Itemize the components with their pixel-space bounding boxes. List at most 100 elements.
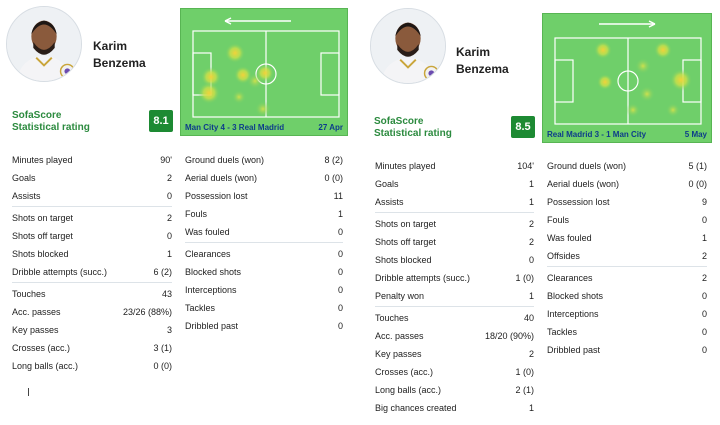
- stat-row: Dribbled past 0: [185, 317, 343, 335]
- stat-row: Long balls (acc.) 0 (0): [12, 357, 172, 375]
- stat-row: Blocked shots 0: [547, 287, 707, 305]
- stat-row: Shots blocked 1: [12, 245, 172, 263]
- stat-row: Assists 0: [12, 187, 172, 205]
- stats-column-right: Ground duels (won) 8 (2) Aerial duels (won…: [185, 151, 343, 335]
- stat-label: Acc. passes: [12, 307, 61, 317]
- stat-label: Aerial duels (won): [547, 179, 620, 189]
- stat-value: 0: [337, 321, 343, 331]
- stat-row: Goals 2: [12, 169, 172, 187]
- stat-label: Ground duels (won): [547, 161, 627, 171]
- stat-value: 8 (2): [324, 155, 343, 165]
- stat-value: 1: [528, 291, 534, 301]
- text-cursor: [28, 388, 29, 396]
- stat-label: Shots off target: [12, 231, 73, 241]
- stat-row: Was fouled 0: [185, 223, 343, 241]
- stat-label: Touches: [12, 289, 46, 299]
- stat-row: Shots off target 2: [375, 233, 534, 251]
- stat-value: 104': [517, 161, 534, 171]
- stat-row: Big chances created 1: [375, 399, 534, 417]
- stat-label: Goals: [12, 173, 36, 183]
- stat-row: Shots off target 0: [12, 227, 172, 245]
- stat-label: Assists: [375, 197, 404, 207]
- stats-column-right: Ground duels (won) 5 (1) Aerial duels (won…: [547, 157, 707, 359]
- stat-row: Tackles 0: [185, 299, 343, 317]
- stat-row: Dribbled past 0: [547, 341, 707, 359]
- stat-value: 0 (0): [688, 179, 707, 189]
- player-name: Karim Benzema: [93, 38, 146, 72]
- stat-row: Blocked shots 0: [185, 263, 343, 281]
- stat-row: Clearances 0: [185, 245, 343, 263]
- stat-label: Crosses (acc.): [12, 343, 71, 353]
- stat-label: Shots on target: [375, 219, 437, 229]
- stat-row: Was fouled 1: [547, 229, 707, 247]
- stat-value: 0: [701, 309, 707, 319]
- stat-label: Shots blocked: [375, 255, 432, 265]
- stat-label: Dribbled past: [547, 345, 601, 355]
- stat-value: 2: [166, 213, 172, 223]
- stat-label: Key passes: [12, 325, 59, 335]
- stats-column-left: Minutes played 104' Goals 1 Assists 1 Shots on…: [375, 157, 534, 417]
- stat-row: Fouls 1: [185, 205, 343, 223]
- stat-label: Aerial duels (won): [185, 173, 258, 183]
- stat-row: Ground duels (won) 8 (2): [185, 151, 343, 169]
- stat-label: Was fouled: [547, 233, 592, 243]
- stat-value: 18/20 (90%): [484, 331, 534, 341]
- stat-value: 2: [701, 273, 707, 283]
- heatmap[interactable]: Real Madrid 3 - 1 Man City 5 May: [542, 13, 712, 143]
- stat-value: 2: [166, 173, 172, 183]
- stat-value: 1: [528, 403, 534, 413]
- rating-brand: SofaScore: [12, 110, 62, 121]
- stat-value: 1: [528, 179, 534, 189]
- heatmap[interactable]: Man City 4 - 3 Real Madrid 27 Apr: [180, 8, 348, 136]
- stat-label: Big chances created: [375, 403, 457, 413]
- rating-brand: SofaScore: [374, 116, 424, 127]
- stat-label: Key passes: [375, 349, 422, 359]
- stat-row: Fouls 0: [547, 211, 707, 229]
- stat-label: Long balls (acc.): [12, 361, 79, 371]
- stat-row: Tackles 0: [547, 323, 707, 341]
- stat-label: Goals: [375, 179, 399, 189]
- stat-row: Touches 40: [375, 309, 534, 327]
- stat-label: Blocked shots: [185, 267, 242, 277]
- stat-label: Minutes played: [12, 155, 73, 165]
- stat-value: 1: [337, 209, 343, 219]
- stat-row: Touches 43: [12, 285, 172, 303]
- stat-value: 0: [701, 345, 707, 355]
- stat-value: 1 (0): [515, 367, 534, 377]
- player-first-name: Karim: [456, 45, 491, 59]
- stat-value: 0: [337, 249, 343, 259]
- stat-row: Dribble attempts (succ.) 6 (2): [12, 263, 172, 281]
- stats-column-left: Minutes played 90' Goals 2 Assists 0 Shots on …: [12, 151, 172, 375]
- stats-divider: [375, 212, 534, 213]
- rating-label: Statistical rating: [374, 128, 452, 139]
- stat-value: 11: [333, 191, 343, 201]
- stat-value: 0: [337, 267, 343, 277]
- stat-label: Was fouled: [185, 227, 230, 237]
- stat-row: Clearances 2: [547, 269, 707, 287]
- stat-value: 0: [166, 191, 172, 201]
- pitch-heatmap-icon: [554, 20, 702, 125]
- stat-label: Dribble attempts (succ.): [12, 267, 108, 277]
- stat-label: Tackles: [185, 303, 216, 313]
- stat-label: Clearances: [185, 249, 231, 259]
- stat-row: Assists 1: [375, 193, 534, 211]
- rating-badge: 8.5: [511, 116, 535, 138]
- stat-value: 1: [166, 249, 172, 259]
- stat-label: Long balls (acc.): [375, 385, 442, 395]
- stats-divider: [185, 242, 343, 243]
- stat-value: 43: [161, 289, 172, 299]
- player-stats-card-1: Karim Benzema SofaScore Statistical rati…: [0, 0, 354, 425]
- stat-label: Shots blocked: [12, 249, 69, 259]
- stat-row: Shots on target 2: [375, 215, 534, 233]
- heatmap-footer: Man City 4 - 3 Real Madrid 27 Apr: [185, 123, 343, 132]
- stat-value: 0 (0): [324, 173, 343, 183]
- rating-block: SofaScore Statistical rating: [374, 116, 452, 140]
- stat-value: 0: [166, 231, 172, 241]
- pitch-heatmap-icon: [192, 17, 340, 118]
- stat-label: Touches: [375, 313, 409, 323]
- player-photo-icon: [371, 9, 445, 83]
- stat-label: Ground duels (won): [185, 155, 265, 165]
- stat-label: Penalty won: [375, 291, 425, 301]
- player-first-name: Karim: [93, 39, 128, 53]
- player-stats-card-2: Karim Benzema SofaScore Statistical rati…: [366, 0, 720, 425]
